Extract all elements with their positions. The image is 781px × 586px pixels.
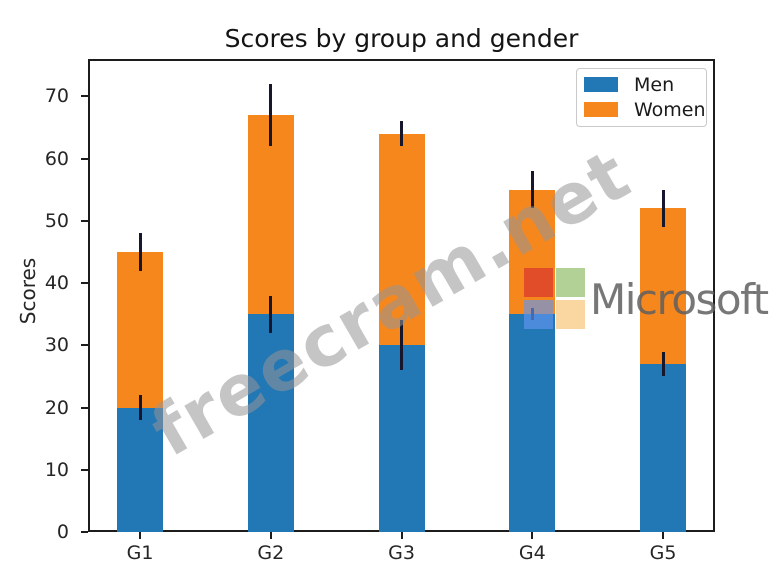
bar-segment-men-G5 [640,363,686,532]
y-tick-label-0: 0 [56,521,69,543]
legend-swatch-men [584,77,618,92]
bar-segment-women-G3 [378,133,425,346]
x-tick-label-G3: G3 [388,542,415,564]
x-tick-G1 [139,532,141,539]
x-tick-G2 [269,532,272,539]
x-tick-G4 [531,532,534,539]
chart-title: Scores by group and gender [224,24,579,53]
bar-segment-women-G2 [247,115,294,315]
x-tick-G5 [662,532,664,539]
error-bar-women-G4 [530,171,534,209]
x-tick-label-G2: G2 [257,542,285,564]
x-tick-G3 [400,532,403,539]
microsoft-logo-yellow-square [556,300,585,329]
legend: Men Women [576,68,707,127]
error-bar-men-G1 [138,395,142,420]
y-tick-label-60: 60 [44,147,69,170]
microsoft-logo-red-square [524,268,553,297]
y-tick-20 [81,406,88,409]
y-tick-10 [81,468,88,471]
microsoft-watermark: Microsoft [524,268,781,330]
microsoft-watermark-text: Microsoft [590,275,769,324]
y-tick-label-70: 70 [44,85,69,108]
bar-segment-men-G1 [117,407,163,532]
x-tick-label-G1: G1 [126,542,154,564]
error-bar-men-G5 [661,351,665,377]
bar-segment-women-G1 [117,251,163,408]
error-bar-women-G2 [269,83,273,147]
y-tick-60 [81,157,88,160]
y-tick-0 [81,531,88,533]
y-tick-70 [81,95,88,98]
error-bar-women-G1 [138,233,142,271]
y-tick-40 [81,282,88,285]
bar-segment-men-G2 [247,314,294,532]
error-bar-men-G3 [400,320,403,371]
legend-label-men: Men [634,74,675,96]
legend-swatch-women [584,102,618,117]
y-tick-label-30: 30 [44,334,69,357]
error-bar-men-G2 [269,295,273,333]
y-tick-label-20: 20 [44,396,69,419]
legend-label-women: Women [634,99,706,121]
microsoft-logo-blue-square [524,300,553,329]
error-bar-women-G3 [400,121,403,147]
error-bar-women-G5 [661,189,665,228]
bar-segment-men-G3 [378,345,425,532]
y-tick-label-40: 40 [44,272,69,295]
y-tick-label-50: 50 [44,209,69,232]
y-tick-30 [81,344,88,347]
bar-segment-men-G4 [509,314,556,532]
microsoft-logo-green-square [556,268,585,297]
x-tick-label-G5: G5 [649,542,677,564]
y-tick-50 [81,219,88,222]
y-tick-label-10: 10 [44,458,69,481]
bar-segment-women-G5 [640,208,686,364]
x-tick-label-G4: G4 [518,542,546,564]
